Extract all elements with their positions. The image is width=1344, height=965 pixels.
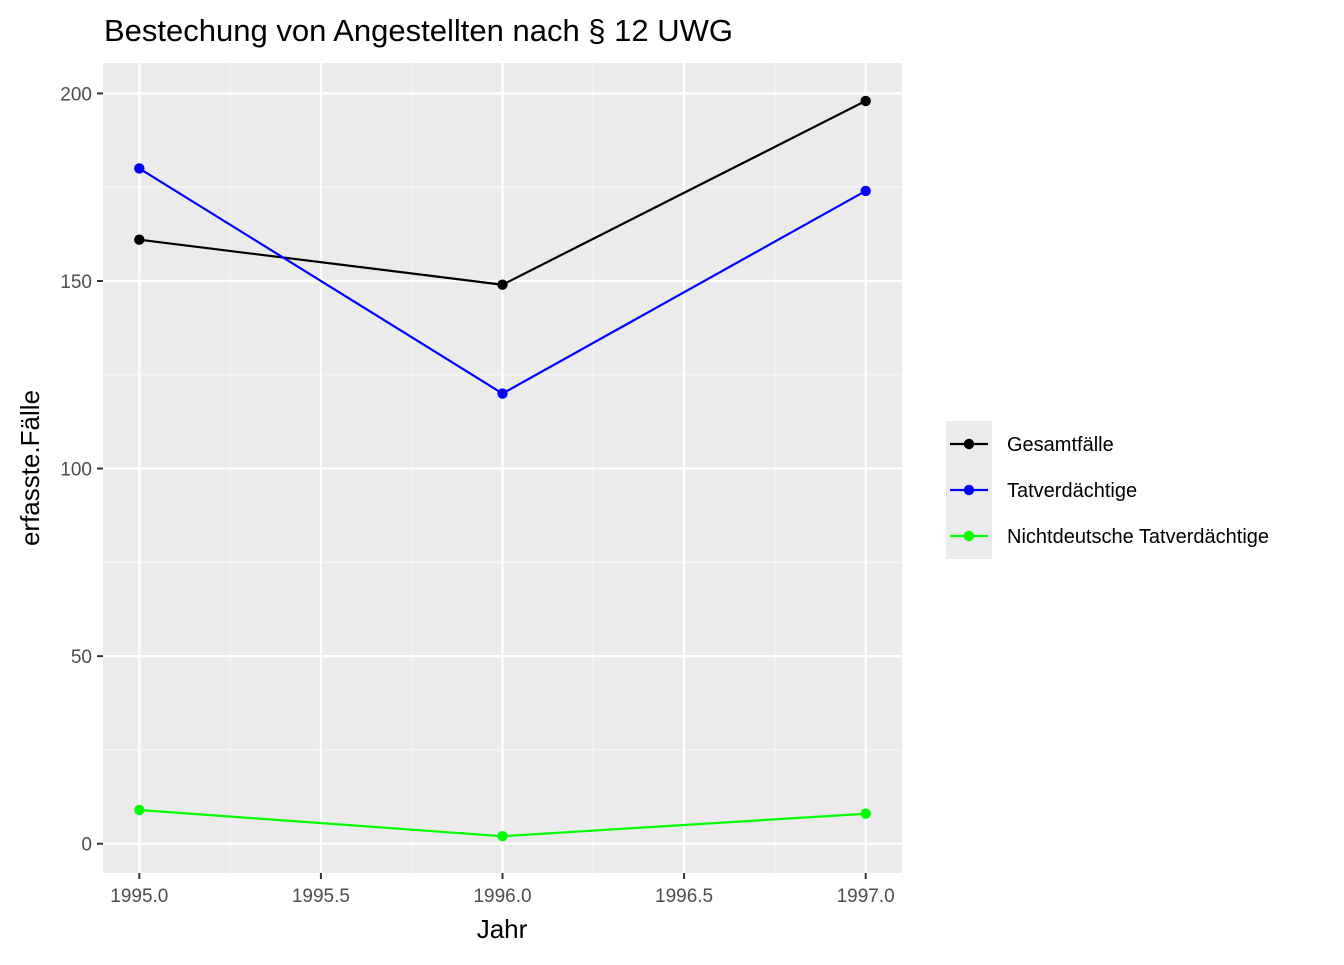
y-tick-label: 50 bbox=[71, 647, 92, 668]
data-point-nichtdeutsche-tatverd-chtige bbox=[497, 831, 508, 842]
data-point-nichtdeutsche-tatverd-chtige bbox=[860, 808, 871, 819]
chart-title: Bestechung von Angestellten nach § 12 UW… bbox=[104, 13, 733, 48]
legend-label-nichtdeutsche-tatverd-chtige: Nichtdeutsche Tatverdächtige bbox=[1007, 526, 1269, 548]
y-tick-label: 150 bbox=[60, 272, 92, 293]
x-axis: 1995.0 1995.5 1996.0 1996.5 1997.0 bbox=[110, 873, 895, 907]
x-tick-label: 1995.5 bbox=[292, 886, 350, 907]
data-point-gesamtf-lle bbox=[860, 95, 871, 107]
data-point-tatverd-chtige bbox=[497, 388, 508, 399]
legend: Gesamtfälle Tatverdächtige Nichtdeutsche T… bbox=[946, 421, 1269, 559]
y-axis-title: erfasste.Fälle bbox=[15, 390, 45, 546]
legend-key-point-nichtdeutsche-tatverd-chtige bbox=[963, 530, 975, 542]
y-tick-label: 200 bbox=[60, 84, 92, 105]
legend-label-tatverd-chtige: Tatverdächtige bbox=[1007, 480, 1137, 502]
series-layer bbox=[134, 95, 871, 842]
y-tick-label: 0 bbox=[81, 835, 92, 856]
x-tick-label: 1996.5 bbox=[655, 886, 713, 907]
x-tick-label: 1997.0 bbox=[837, 886, 895, 907]
data-point-tatverd-chtige bbox=[134, 163, 145, 174]
x-axis-title: Jahr bbox=[477, 914, 528, 944]
x-tick-label: 1996.0 bbox=[473, 886, 531, 907]
legend-key-point-tatverd-chtige bbox=[963, 484, 975, 496]
data-point-tatverd-chtige bbox=[860, 185, 871, 197]
data-point-gesamtf-lle bbox=[497, 279, 508, 290]
legend-key-point-gesamtf-lle bbox=[963, 438, 975, 450]
plot-panel bbox=[103, 63, 902, 873]
x-tick-label: 1995.0 bbox=[110, 886, 168, 907]
y-axis: 0 50 100 150 200 bbox=[60, 84, 103, 856]
data-point-gesamtf-lle bbox=[134, 234, 145, 245]
y-tick-label: 100 bbox=[60, 460, 92, 481]
data-point-nichtdeutsche-tatverd-chtige bbox=[134, 804, 145, 816]
legend-label-gesamtf-lle: Gesamtfälle bbox=[1007, 434, 1114, 456]
